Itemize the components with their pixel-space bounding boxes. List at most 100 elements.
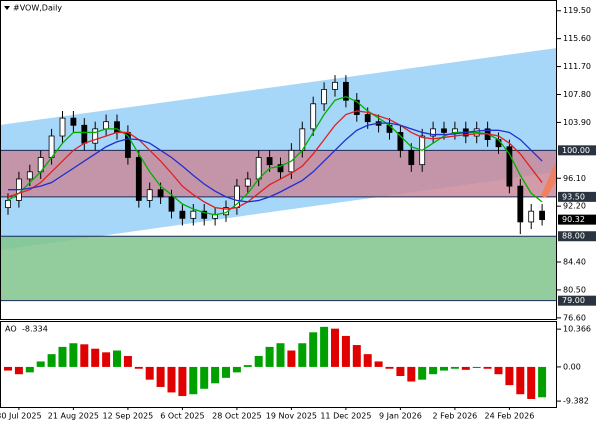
ao-bar xyxy=(113,350,121,367)
ao-bar xyxy=(243,365,252,367)
candle-body xyxy=(103,121,109,130)
level-label-bg xyxy=(558,145,596,156)
ao-bar xyxy=(200,366,209,389)
candle-body xyxy=(310,103,317,130)
ao-y-tick-label: 10.366 xyxy=(563,325,591,334)
ao-bar xyxy=(222,366,230,378)
candle-body xyxy=(353,99,360,115)
ao-name: AO xyxy=(5,325,17,334)
chart-title: #VOW,Daily xyxy=(13,4,62,13)
candle-body xyxy=(517,185,524,223)
x-tick-label: 2 Feb 2026 xyxy=(433,412,478,421)
candle-body xyxy=(266,157,273,166)
ao-bar xyxy=(483,366,492,369)
ao-bar xyxy=(145,366,154,380)
ao-bar xyxy=(309,332,318,367)
candle-body xyxy=(201,210,208,219)
candle-body xyxy=(397,132,404,151)
level-label: 88.00 xyxy=(562,232,585,241)
ao-bar xyxy=(254,355,263,367)
y-tick-label: 111.70 xyxy=(563,62,591,71)
candle-body xyxy=(495,139,502,148)
x-tick-label: 24 Feb 2026 xyxy=(485,412,535,421)
y-tick-label: 96.10 xyxy=(563,174,586,183)
candle-body xyxy=(430,128,437,137)
y-tick-label: 84.40 xyxy=(563,258,586,267)
level-label-bg xyxy=(558,231,596,242)
moving-average xyxy=(8,122,543,203)
x-tick-label: 12 Sep 2025 xyxy=(103,412,154,421)
x-tick-label: 11 Dec 2025 xyxy=(320,412,371,421)
candle-body xyxy=(26,171,33,180)
ao-bar xyxy=(265,346,274,367)
level-label-bg xyxy=(558,295,596,306)
y-tick-label: 107.80 xyxy=(563,90,591,99)
candle-body xyxy=(59,117,66,137)
candle-body xyxy=(5,200,11,209)
grid xyxy=(0,149,557,302)
candle-body xyxy=(179,210,186,219)
candle-body xyxy=(364,114,371,123)
ao-bar xyxy=(472,366,481,369)
ao-bar xyxy=(47,354,56,367)
price-label: 90.32 xyxy=(562,215,585,224)
ao-bar xyxy=(25,366,34,373)
x-tick-label: 21 Aug 2025 xyxy=(48,412,99,421)
ao-bar xyxy=(396,366,405,377)
ao-bar xyxy=(363,354,372,367)
ao-bar xyxy=(352,345,361,367)
ao-bar xyxy=(232,366,241,373)
y-tick-label: 76.60 xyxy=(563,313,586,322)
candle-body xyxy=(332,81,338,90)
candle-body xyxy=(506,146,513,187)
candle-body xyxy=(441,128,447,133)
candle-body xyxy=(81,124,88,144)
candle-body xyxy=(190,210,197,219)
y-tick-label: 115.60 xyxy=(563,34,591,43)
ao-bar xyxy=(123,355,132,367)
ao-bar xyxy=(298,343,307,367)
ao-bar xyxy=(134,366,143,369)
x-tick-label: 6 Oct 2025 xyxy=(160,412,204,421)
ao-bar xyxy=(516,366,525,395)
y-tick-label: 80.50 xyxy=(563,285,586,294)
ao-bar xyxy=(407,366,416,382)
ao-bar xyxy=(80,344,89,367)
ao-value: -8.334 xyxy=(22,325,48,334)
candle-body xyxy=(539,210,545,221)
ao-bar xyxy=(36,361,45,367)
moving-average xyxy=(7,95,543,216)
ao-bar xyxy=(4,366,12,371)
zone xyxy=(0,236,557,301)
candle-body xyxy=(92,128,99,144)
ao-bar xyxy=(461,366,470,370)
y-tick-label: 92.20 xyxy=(563,202,586,211)
candle-body xyxy=(135,157,142,201)
candle-body xyxy=(342,81,349,101)
candle-body xyxy=(321,89,328,105)
arrow xyxy=(541,160,557,198)
candle-body xyxy=(408,149,415,166)
ao-bar xyxy=(450,366,459,369)
candle-body xyxy=(157,189,164,198)
candle-body xyxy=(528,210,535,223)
ao-bar xyxy=(189,366,198,395)
ao-bar xyxy=(14,366,23,375)
ao-bar xyxy=(341,335,350,367)
ao-frame xyxy=(0,321,557,408)
candle-body xyxy=(255,157,262,180)
ao-bar xyxy=(91,348,100,367)
ao-y-tick-label: -9.382 xyxy=(563,397,589,406)
candle-body xyxy=(114,121,120,133)
candle-body xyxy=(244,178,251,187)
candle-body xyxy=(168,196,175,212)
ao-bar xyxy=(167,366,176,393)
y-tick-label: 119.50 xyxy=(563,6,591,15)
plot xyxy=(5,75,545,235)
ao-bar xyxy=(494,366,503,375)
ao-bar xyxy=(102,352,111,367)
ao-bar xyxy=(156,366,165,387)
ao-bar xyxy=(527,366,536,399)
zones xyxy=(0,150,557,301)
main-frame xyxy=(0,0,557,320)
